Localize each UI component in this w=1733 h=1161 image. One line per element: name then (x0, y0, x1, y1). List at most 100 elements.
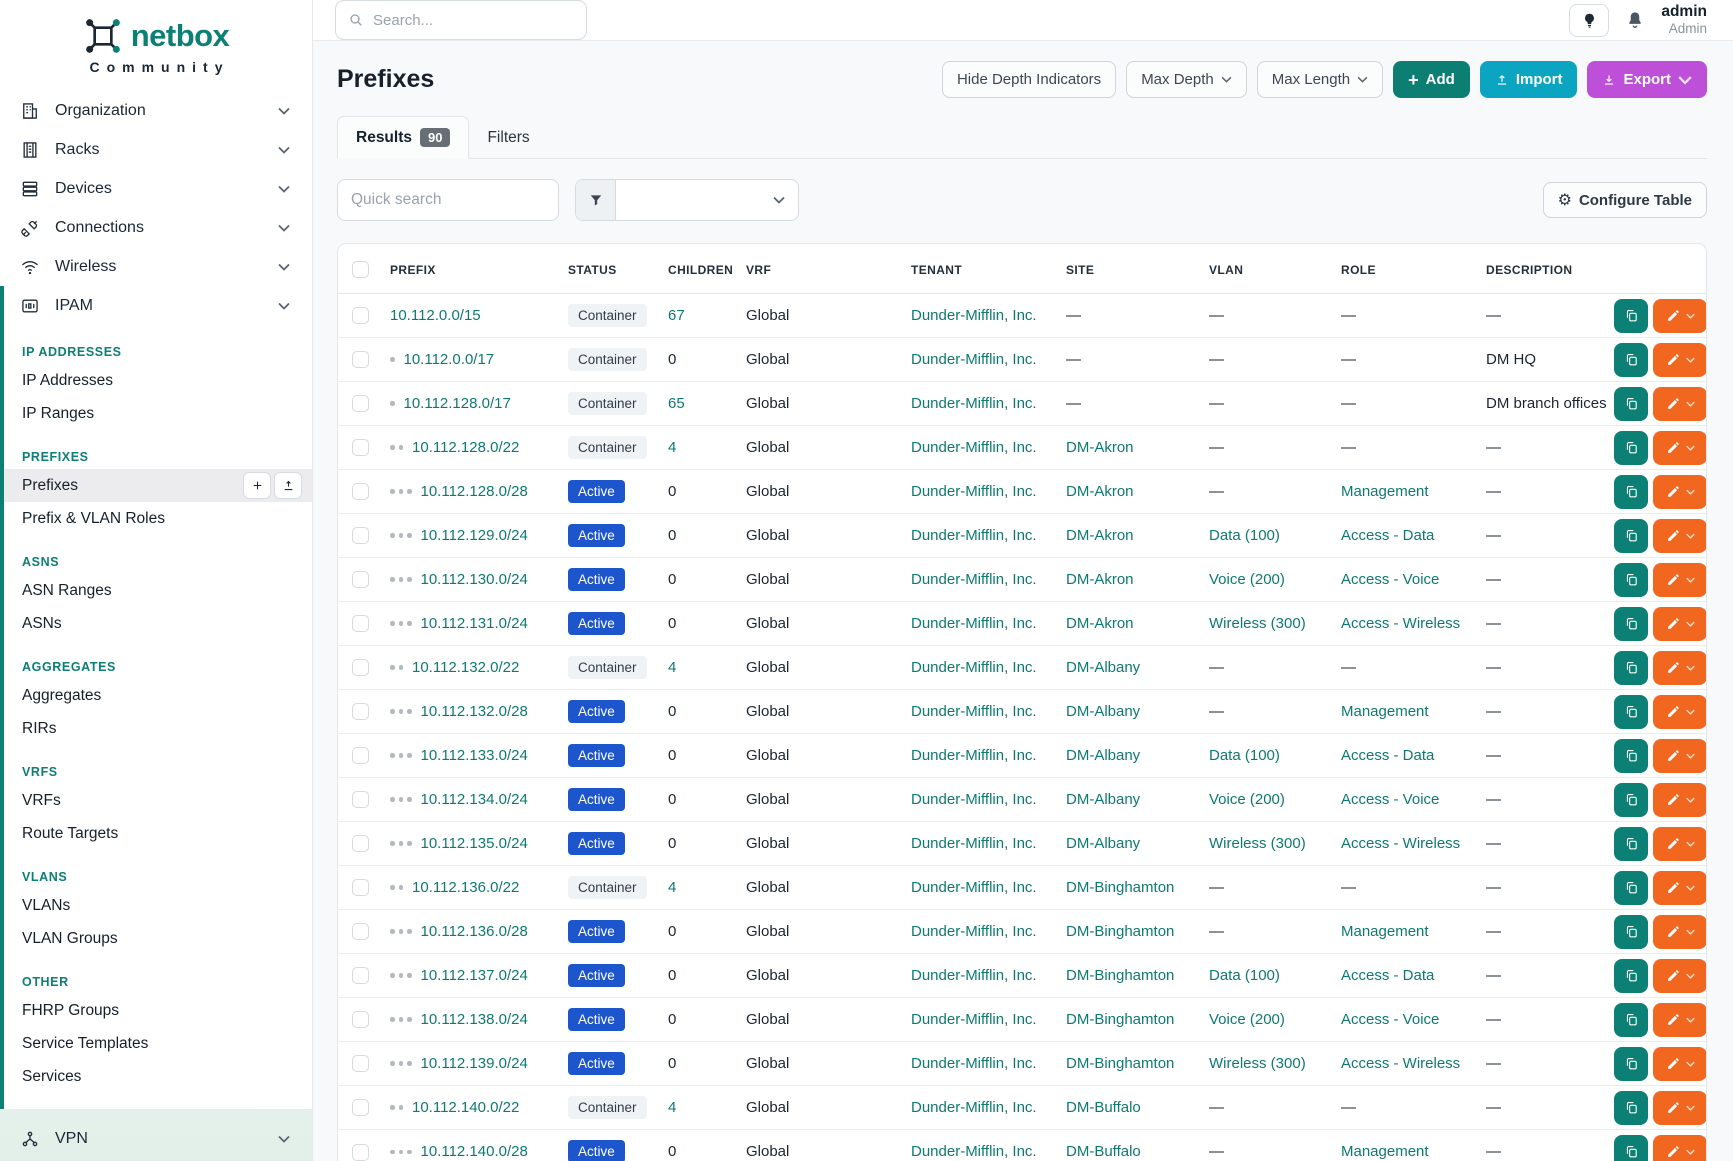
sidebar-item-ip-ranges[interactable]: IP Ranges (4, 397, 312, 430)
copy-button[interactable] (1614, 474, 1648, 509)
site-link[interactable]: DM-Akron (1066, 527, 1134, 544)
prefix-link[interactable]: 10.112.134.0/24 (420, 791, 528, 808)
copy-button[interactable] (1614, 914, 1648, 949)
row-checkbox[interactable] (352, 747, 369, 765)
role-link[interactable]: Management (1341, 1143, 1429, 1161)
edit-button[interactable] (1653, 518, 1706, 553)
prefix-link[interactable]: 10.112.136.0/22 (412, 879, 520, 896)
row-checkbox[interactable] (352, 1099, 369, 1117)
row-checkbox[interactable] (352, 835, 369, 853)
site-link[interactable]: DM-Binghamton (1066, 1011, 1175, 1028)
sidebar-item-connections[interactable]: Connections (0, 208, 312, 247)
edit-button[interactable] (1653, 606, 1706, 641)
site-link[interactable]: DM-Buffalo (1066, 1099, 1141, 1116)
saved-filter-select[interactable] (575, 179, 799, 221)
tenant-link[interactable]: Dunder-Mifflin, Inc. (911, 1099, 1037, 1116)
copy-button[interactable] (1614, 562, 1648, 597)
prefix-link[interactable]: 10.112.0.0/15 (390, 307, 481, 324)
copy-button[interactable] (1614, 738, 1648, 773)
tenant-link[interactable]: Dunder-Mifflin, Inc. (911, 879, 1037, 896)
prefix-link[interactable]: 10.112.140.0/28 (420, 1143, 528, 1161)
tab-results[interactable]: Results 90 (337, 116, 470, 159)
copy-button[interactable] (1614, 298, 1648, 333)
site-link[interactable]: DM-Akron (1066, 483, 1134, 500)
user-menu[interactable]: admin Admin (1661, 2, 1707, 38)
prefix-link[interactable]: 10.112.129.0/24 (420, 527, 528, 544)
tenant-link[interactable]: Dunder-Mifflin, Inc. (911, 571, 1037, 588)
edit-button[interactable] (1653, 1046, 1706, 1081)
sidebar-item-fhrp-groups[interactable]: FHRP Groups (4, 994, 312, 1027)
copy-button[interactable] (1614, 694, 1648, 729)
site-link[interactable]: DM-Binghamton (1066, 967, 1175, 984)
tenant-link[interactable]: Dunder-Mifflin, Inc. (911, 747, 1037, 764)
tenant-link[interactable]: Dunder-Mifflin, Inc. (911, 1055, 1037, 1072)
column-header-children[interactable]: CHILDREN (660, 244, 738, 294)
prefix-link[interactable]: 10.112.131.0/24 (420, 615, 528, 632)
sidebar-item-asn-ranges[interactable]: ASN Ranges (4, 574, 312, 607)
site-link[interactable]: DM-Binghamton (1066, 1055, 1175, 1072)
add-button[interactable]: + Add (1393, 61, 1470, 98)
brand[interactable]: netbox Community (0, 0, 312, 85)
tenant-link[interactable]: Dunder-Mifflin, Inc. (911, 659, 1037, 676)
row-checkbox[interactable] (352, 527, 369, 545)
vlan-link[interactable]: Voice (200) (1209, 1011, 1285, 1028)
site-link[interactable]: DM-Albany (1066, 703, 1141, 720)
edit-button[interactable] (1653, 958, 1706, 993)
site-link[interactable]: DM-Albany (1066, 659, 1141, 676)
tenant-link[interactable]: Dunder-Mifflin, Inc. (911, 351, 1037, 368)
quick-import-button[interactable] (274, 472, 302, 499)
theme-toggle-button[interactable] (1569, 3, 1610, 37)
row-checkbox[interactable] (352, 791, 369, 809)
sidebar-item-aggregates[interactable]: Aggregates (4, 679, 312, 712)
role-link[interactable]: Access - Data (1341, 747, 1435, 764)
edit-button[interactable] (1653, 914, 1706, 949)
edit-button[interactable] (1653, 1002, 1706, 1037)
row-checkbox[interactable] (352, 351, 369, 369)
prefix-link[interactable]: 10.112.128.0/28 (420, 483, 528, 500)
prefix-link[interactable]: 10.112.128.0/17 (403, 395, 511, 412)
edit-button[interactable] (1653, 474, 1706, 509)
vlan-link[interactable]: Wireless (300) (1209, 835, 1306, 852)
site-link[interactable]: DM-Akron (1066, 571, 1134, 588)
tenant-link[interactable]: Dunder-Mifflin, Inc. (911, 615, 1037, 632)
prefix-link[interactable]: 10.112.140.0/22 (412, 1099, 520, 1116)
tenant-link[interactable]: Dunder-Mifflin, Inc. (911, 967, 1037, 984)
tenant-link[interactable]: Dunder-Mifflin, Inc. (911, 395, 1037, 412)
quick-add-button[interactable] (243, 472, 271, 499)
export-button[interactable]: Export (1587, 61, 1707, 98)
edit-button[interactable] (1653, 386, 1706, 421)
tenant-link[interactable]: Dunder-Mifflin, Inc. (911, 439, 1037, 456)
tenant-link[interactable]: Dunder-Mifflin, Inc. (911, 307, 1037, 324)
copy-button[interactable] (1614, 870, 1648, 905)
edit-button[interactable] (1653, 298, 1706, 333)
role-link[interactable]: Management (1341, 483, 1429, 500)
vlan-link[interactable]: Data (100) (1209, 967, 1280, 984)
vlan-link[interactable]: Data (100) (1209, 527, 1280, 544)
tenant-link[interactable]: Dunder-Mifflin, Inc. (911, 527, 1037, 544)
tenant-link[interactable]: Dunder-Mifflin, Inc. (911, 791, 1037, 808)
site-link[interactable]: DM-Albany (1066, 747, 1141, 764)
copy-button[interactable] (1614, 386, 1648, 421)
children-count[interactable]: 65 (660, 381, 738, 426)
role-link[interactable]: Access - Wireless (1341, 835, 1461, 852)
prefix-link[interactable]: 10.112.137.0/24 (420, 967, 528, 984)
role-link[interactable]: Access - Voice (1341, 791, 1440, 808)
prefix-link[interactable]: 10.112.0.0/17 (403, 351, 495, 368)
role-link[interactable]: Access - Wireless (1341, 1055, 1461, 1072)
sidebar-item-wireless[interactable]: Wireless (0, 247, 312, 286)
copy-button[interactable] (1614, 430, 1648, 465)
sidebar-item-vrfs[interactable]: VRFs (4, 784, 312, 817)
prefix-link[interactable]: 10.112.133.0/24 (420, 747, 528, 764)
role-link[interactable]: Access - Voice (1341, 571, 1440, 588)
prefix-link[interactable]: 10.112.132.0/28 (420, 703, 528, 720)
sidebar-item-rirs[interactable]: RIRs (4, 712, 312, 745)
copy-button[interactable] (1614, 958, 1648, 993)
edit-button[interactable] (1653, 1090, 1706, 1125)
row-checkbox[interactable] (352, 703, 369, 721)
children-count[interactable]: 4 (660, 865, 738, 910)
row-checkbox[interactable] (352, 659, 369, 677)
edit-button[interactable] (1653, 694, 1706, 729)
role-link[interactable]: Access - Wireless (1341, 615, 1461, 632)
site-link[interactable]: DM-Binghamton (1066, 879, 1175, 896)
sidebar-item-organization[interactable]: Organization (0, 91, 312, 130)
